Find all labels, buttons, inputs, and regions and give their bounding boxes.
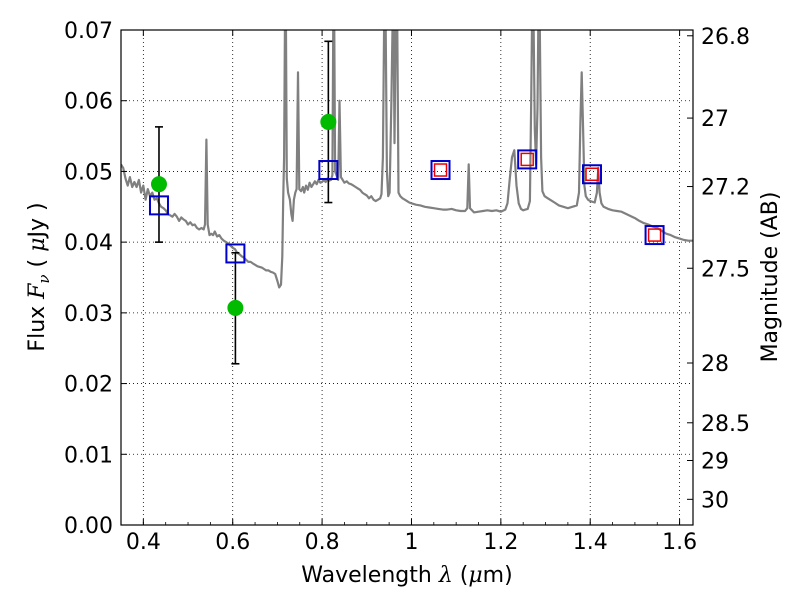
predicted-point-square <box>433 163 448 177</box>
y2-tick-label: 28.5 <box>701 412 750 437</box>
y2-tick-label: 26.8 <box>701 25 750 50</box>
model-photometry-square <box>430 160 451 181</box>
x-axis-label: Wavelength λ (μm) <box>301 563 512 588</box>
model-photometry-square <box>318 160 339 181</box>
y-axis-label: Flux Fν ( μJy ) <box>25 202 53 351</box>
predicted-point-square <box>647 228 662 242</box>
observed-point <box>150 176 167 193</box>
x-tick-label: 0.4 <box>126 530 161 555</box>
predicted-point-square <box>520 152 534 167</box>
model-photometry-square <box>225 243 246 264</box>
model-photometry-square <box>517 149 538 170</box>
y-tick-label: 0.03 <box>64 302 113 327</box>
y2-tick-label: 29 <box>701 450 729 475</box>
predicted-point-square <box>585 167 599 182</box>
spectrum-line <box>121 30 693 289</box>
marker-layer <box>148 40 665 365</box>
observed-point <box>227 299 244 316</box>
y-tick-label: 0.07 <box>64 19 113 44</box>
y-tick-label: 0.04 <box>64 231 113 256</box>
x-tick-label: 0.6 <box>215 530 250 555</box>
y-tick-label: 0.02 <box>64 373 113 398</box>
y-tick-label: 0.01 <box>64 443 113 468</box>
model-photometry-square <box>582 164 603 185</box>
y2-tick-label: 30 <box>701 488 729 513</box>
plot-area <box>121 30 693 289</box>
y-tick-label: 0.05 <box>64 160 113 185</box>
plot-frame <box>120 29 694 526</box>
y2-tick-label: 27.5 <box>701 257 750 282</box>
y2-tick-label: 27.2 <box>701 176 750 201</box>
y2-tick-label: 27 <box>701 107 729 132</box>
observed-point <box>320 113 337 130</box>
y-tick-label: 0.06 <box>64 90 113 115</box>
x-tick-label: 1.2 <box>483 530 518 555</box>
x-tick-label: 1 <box>404 530 418 555</box>
y2-axis-label: Magnitude (AB) <box>758 192 783 363</box>
x-tick-label: 0.8 <box>305 530 340 555</box>
x-tick-label: 1.6 <box>662 530 697 555</box>
x-tick-label: 1.4 <box>573 530 608 555</box>
tick-layer: 0.4 0.6 0.8 1 1.2 1.4 1.6 0.00 0.01 0.02 0.03 0.04 0… <box>64 19 750 555</box>
y-tick-label: 0.00 <box>64 514 113 539</box>
y2-tick-label: 28 <box>701 352 729 377</box>
model-photometry-square <box>148 195 169 216</box>
model-photometry-square <box>644 225 665 246</box>
